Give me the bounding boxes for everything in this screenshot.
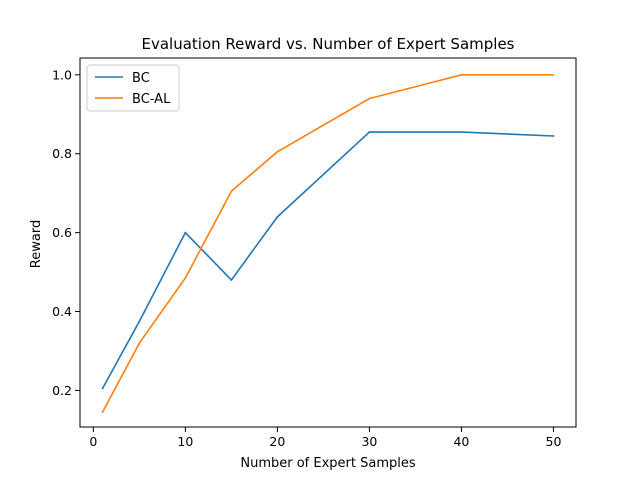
x-tick-label-4: 40 <box>453 434 469 449</box>
chart-title: Evaluation Reward vs. Number of Expert S… <box>141 35 514 53</box>
series-line-bc <box>101 131 554 389</box>
data-point-bc-al-0 <box>101 411 104 414</box>
series-line-bc-al <box>101 74 554 413</box>
data-point-bc-5 <box>368 131 371 133</box>
data-point-bc-4 <box>276 215 279 218</box>
y-tick-label-1: 0.4 <box>52 304 72 319</box>
x-tick-label-3: 30 <box>361 434 377 449</box>
data-point-bc-al-6 <box>460 73 463 76</box>
y-tick-label-2: 0.6 <box>52 225 72 240</box>
legend-entry-bc: BC <box>132 71 150 86</box>
y-axis-label: Reward <box>29 220 44 268</box>
data-point-bc-3 <box>230 279 233 281</box>
data-point-bc-al-7 <box>552 73 555 76</box>
y-tick-label-0: 0.2 <box>52 383 72 398</box>
x-axis-label: Number of Expert Samples <box>240 456 415 471</box>
axes-frame <box>79 57 577 428</box>
x-tick-label-5: 50 <box>546 434 562 449</box>
data-point-bc-2 <box>184 231 187 234</box>
x-tick-label-0: 0 <box>89 434 97 449</box>
axis-ticks: 0 10 20 30 40 50 0.2 0.4 0.6 0.8 1.0 <box>52 67 561 449</box>
series-layer <box>101 73 555 414</box>
y-tick-label-3: 0.8 <box>52 146 72 161</box>
data-point-bc-0 <box>101 387 104 390</box>
legend: BC BC-AL <box>86 64 180 112</box>
x-tick-label-2: 20 <box>269 434 285 449</box>
data-point-bc-al-2 <box>184 277 187 279</box>
legend-entry-bc-al: BC-AL <box>132 92 171 107</box>
x-tick-label-1: 10 <box>177 434 193 449</box>
data-point-bc-7 <box>552 135 555 137</box>
y-tick-label-4: 1.0 <box>52 67 72 82</box>
data-point-bc-al-4 <box>276 150 279 153</box>
data-point-bc-1 <box>138 320 141 323</box>
data-point-bc-al-5 <box>368 97 371 100</box>
data-point-bc-al-3 <box>230 190 233 193</box>
data-point-bc-al-1 <box>138 342 141 344</box>
data-point-bc-6 <box>460 131 463 133</box>
